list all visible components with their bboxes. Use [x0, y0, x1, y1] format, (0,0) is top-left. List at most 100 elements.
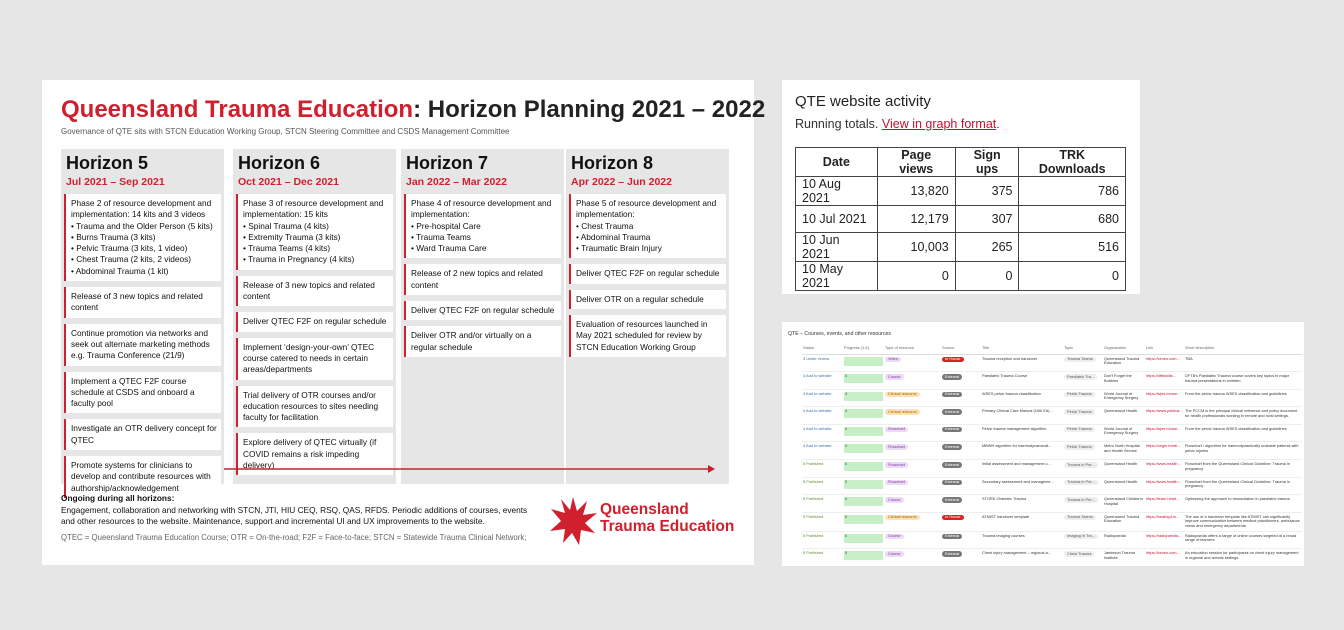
cell-text: Queensland Health	[1104, 461, 1138, 467]
item-text: Evaluation of resources launched in May …	[576, 319, 708, 352]
table-cell: 786	[1018, 176, 1126, 206]
link[interactable]: https://vimeo.com...	[1146, 550, 1180, 556]
resource-cell: The PCCM is the principal clinical refer…	[1184, 406, 1302, 425]
bullet-list: Chest TraumaAbdominal TraumaTraumatic Br…	[576, 221, 722, 255]
resource-cell: MBWH algorithm for haemodynamicall...	[981, 441, 1063, 461]
table-cell: 13,820	[876, 176, 956, 206]
item-text: Trial delivery of OTR courses and/or edu…	[243, 389, 379, 423]
resource-cell: From the pelvic trauma WSES classificati…	[1184, 424, 1302, 443]
resource-cell: 5 Published	[802, 459, 843, 478]
resource-cell: External	[941, 459, 981, 478]
progress: 5	[844, 461, 883, 472]
bullet: Traumatic Brain Injury	[576, 243, 722, 254]
link[interactable]: https://www.health...	[1146, 461, 1181, 467]
horizon-column: Horizon 5 Jul 2021 – Sep 2021 Phase 2 of r…	[61, 149, 224, 498]
resource-cell: 4	[843, 389, 884, 408]
topic: Trauma Teams	[1064, 515, 1096, 521]
resource-cell: External	[941, 424, 981, 443]
link[interactable]: https://wjes.biome...	[1146, 425, 1181, 431]
table-row: 10 Aug 2021 13,820 375 786	[795, 176, 1126, 206]
resource-row: 4 Add to website 4 Clinical resource Extern…	[802, 389, 1302, 408]
resource-cell: 4	[843, 371, 884, 390]
resource-cell: https://radiopaedia...	[1145, 531, 1184, 550]
item-text: Phase 2 of resource development and impl…	[71, 198, 212, 220]
table-cell: 0	[876, 260, 956, 291]
link[interactable]: https://www.health...	[1146, 478, 1181, 484]
table-cell: 0	[954, 260, 1020, 291]
resource-cell: Queensland Trauma Education	[1103, 512, 1145, 532]
item-text: Release of 3 new topics and related cont…	[243, 279, 375, 302]
progress: 5	[844, 479, 883, 489]
resource-cell: The use of a handover template like ATMI…	[1184, 512, 1302, 532]
bullet: Abdominal Trauma (1 kit)	[71, 266, 217, 277]
resource-cell: An education session for participants on…	[1184, 548, 1302, 566]
bullet: Ward Trauma Care	[411, 243, 557, 254]
table-cell: 680	[1018, 205, 1126, 233]
table-cell: 10 Aug 2021	[795, 176, 878, 206]
topic: Pelvic Trauma	[1064, 392, 1095, 398]
ongoing: Ongoing during all horizons: Engagement, …	[61, 493, 531, 528]
link[interactable]: https://origin.healt...	[1146, 443, 1180, 449]
resource-cell	[843, 354, 884, 373]
title-rest: : Horizon Planning 2021 – 2022	[413, 96, 766, 123]
logo: Queensland Trauma Education	[547, 495, 734, 552]
resource-cell: Flowchart	[884, 459, 941, 478]
resource-cell: 5	[843, 548, 884, 566]
source: External	[942, 551, 963, 557]
horizon-column: Horizon 7 Jan 2022 – Mar 2022 Phase 4 of r…	[401, 149, 564, 484]
resources-table: Status Progress (1-5) Type of resource Sour…	[802, 342, 1302, 566]
progress: 4	[844, 391, 883, 401]
link[interactable]: https://learn.healt...	[1146, 496, 1180, 502]
plan-item: Deliver QTEC F2F on regular schedule	[236, 312, 393, 332]
resource-row: 5 Published 5 Clinical resource In House ATM…	[802, 512, 1302, 532]
resource-type: Flowchart	[885, 480, 908, 486]
resource-cell: Video	[884, 354, 941, 373]
timeline-arrow	[224, 465, 715, 473]
link[interactable]: https://wjes.biome...	[1146, 390, 1181, 396]
cell-text: TBA	[1185, 355, 1193, 361]
ongoing-heading: Ongoing during all horizons:	[61, 493, 175, 503]
resource-cell: Clinical resource	[884, 389, 941, 408]
table-cell: 10 Jul 2021	[795, 205, 878, 233]
link[interactable]: https://heathgd.m...	[1146, 513, 1180, 519]
resource-cell: Flowchart / algorithm for haemodynamical…	[1184, 441, 1302, 461]
resource-cell: STORK Obstetric Trauma	[981, 494, 1063, 513]
cell-text: World Journal of Emergency Surgery	[1104, 390, 1139, 401]
link[interactable]: https://www.publica...	[1146, 408, 1183, 414]
resource-cell: Trauma reception and handover	[981, 354, 1063, 373]
resource-cell: Radiopaedia offers a range of online cou…	[1184, 531, 1302, 550]
resource-cell: Queensland Health	[1103, 477, 1145, 496]
resource-cell: WSES pelvic trauma classification	[981, 389, 1063, 408]
topic: Trauma Teams	[1064, 356, 1096, 363]
resource-cell: Queensland Health	[1103, 406, 1145, 425]
topic: Trauma in Pre...	[1064, 462, 1098, 468]
resource-row: 5 Published 5 Course External Trauma imaging…	[802, 531, 1302, 550]
link[interactable]: https://vimeo.com...	[1146, 355, 1180, 361]
source: External	[942, 444, 963, 451]
cell-text: Trauma reception and handover	[982, 355, 1038, 361]
graph-link[interactable]: View in graph format	[881, 117, 997, 131]
resource-row: 5 Published 5 Flowchart External Secondary a…	[802, 477, 1302, 496]
source: In House	[942, 515, 964, 521]
resource-cell: Imaging in Tra...	[1063, 531, 1103, 550]
table-cell: 10 Jun 2021	[795, 231, 878, 262]
source: External	[942, 374, 963, 380]
slide-title: Queensland Trauma Education: Horizon Pla…	[61, 96, 765, 124]
resource-cell: Chest Trauma	[1063, 548, 1103, 566]
plan-item: Phase 3 of resource development and impl…	[236, 194, 393, 270]
logo-line: Trauma Education	[600, 518, 735, 535]
status: 4 Add to website	[803, 390, 832, 396]
link[interactable]: https://dftbskills...	[1146, 373, 1176, 379]
link[interactable]: https://radiopaedia...	[1146, 532, 1182, 538]
resource-cell: https://vimeo.com...	[1145, 354, 1184, 373]
resource-cell: Queensland Trauma Education	[1103, 354, 1145, 373]
cell-text: Don't Forget the Bubbles	[1104, 373, 1132, 383]
resource-cell: https://learn.healt...	[1145, 494, 1184, 513]
cell-text: World Journal of Emergency Surgery	[1104, 425, 1139, 436]
resource-cell: ATMIST handover template	[981, 512, 1063, 532]
topic: Pelvic Trauma	[1064, 444, 1095, 451]
cell-text: Jamieson Trauma Institute	[1104, 550, 1135, 560]
progress: 5	[844, 514, 883, 524]
resource-cell: 4	[843, 441, 884, 461]
plan-item: Implement a QTEC F2F course schedule at …	[64, 371, 221, 414]
